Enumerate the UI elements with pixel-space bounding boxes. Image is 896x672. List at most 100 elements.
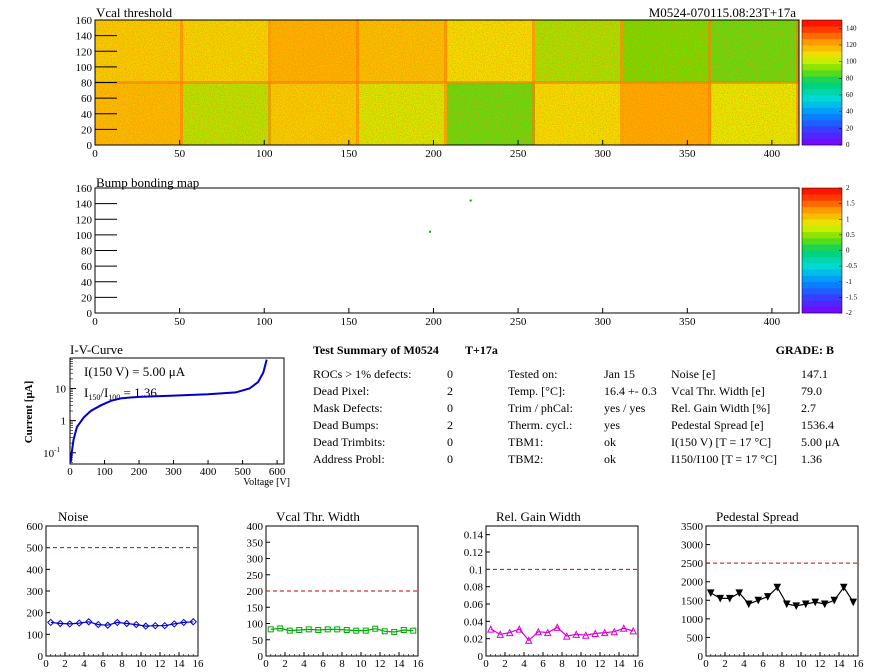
- scale-tick: 0: [846, 247, 850, 255]
- summary-chart-title: Vcal Thr. Width: [276, 509, 360, 524]
- vcal-y-tick: 140: [76, 31, 93, 43]
- summary-chart-x-tick: 16: [193, 658, 205, 670]
- bump-y-tick: 20: [81, 292, 93, 304]
- summary-chart-point: [94, 620, 102, 629]
- summary-chart-point: [142, 622, 150, 630]
- summary-mid-label: TBM1:: [508, 435, 543, 449]
- summary-chart-y-tick: 0.06: [464, 599, 484, 611]
- summary-chart-y-tick: 400: [247, 521, 264, 533]
- summary-chart-x-tick: 0: [43, 658, 49, 670]
- summary-chart-x-tick: 12: [595, 658, 606, 670]
- vcal-x-tick: 250: [510, 148, 527, 160]
- vcal-threshold-map: 0 50 100 150 200 250 300 350 400 0 20 40 60 80 100 120 1…: [76, 15, 800, 160]
- summary-mid-label: Trim / phCal:: [508, 401, 573, 415]
- summary-chart-y-tick: 2000: [681, 577, 704, 589]
- summary-chart-x-tick: 0: [263, 658, 269, 670]
- scale-tick: -1: [846, 278, 852, 286]
- summary-chart-x-tick: 2: [62, 658, 68, 670]
- summary-chart-point: [75, 619, 83, 627]
- summary-left-label: Address Probl:: [313, 452, 385, 466]
- vcal-y-tick: 100: [76, 62, 93, 74]
- vcal-threshold-title: Vcal threshold: [96, 5, 173, 20]
- summary-chart-point: [515, 625, 524, 633]
- summary-right-label: Noise [e]: [671, 367, 715, 381]
- scale-tick: 0: [846, 141, 850, 149]
- iv-x-tick: 500: [234, 466, 251, 478]
- bump-x-tick: 50: [174, 316, 186, 328]
- summary-chart-x-tick: 6: [320, 658, 326, 670]
- vcal-x-tick: 100: [256, 148, 273, 160]
- summary-chart-1: Noise 0 2 4 6 8 10 12 14 16 0 100 200 300 400 500 600: [27, 509, 205, 670]
- summary-chart-y-tick: 50: [252, 635, 264, 647]
- summary-chart-point: [505, 628, 514, 637]
- vcal-x-tick: 0: [92, 148, 98, 160]
- iv-ylabel: Current [μA]: [23, 381, 35, 444]
- summary-chart-point: [296, 627, 303, 633]
- summary-left-value: 0: [447, 401, 453, 415]
- summary-chart-y-tick: 1000: [681, 614, 704, 626]
- summary-chart-point: [725, 594, 734, 603]
- summary-chart-point: [85, 618, 93, 626]
- bump-y-tick: 100: [76, 230, 93, 242]
- summary-chart-x-tick: 16: [413, 658, 425, 670]
- summary-left-label: Dead Bumps:: [313, 418, 379, 432]
- summary-chart-y-tick: 0: [38, 651, 44, 663]
- summary-chart-point: [562, 631, 571, 640]
- summary-mid-value: ok: [604, 452, 616, 466]
- vcal-y-tick: 60: [81, 93, 93, 105]
- summary-chart-x-tick: 10: [796, 658, 808, 670]
- iv-xlabel: Voltage [V]: [243, 477, 290, 488]
- summary-chart-point: [486, 625, 495, 633]
- summary-chart-point: [113, 618, 121, 627]
- bump-x-tick: 300: [594, 316, 611, 328]
- bump-x-tick: 350: [679, 316, 696, 328]
- summary-chart-x-tick: 10: [136, 658, 148, 670]
- summary-chart-point: [735, 589, 744, 597]
- dead-bump-marker: [429, 230, 432, 233]
- summary-mid-value: ok: [604, 435, 616, 449]
- summary-chart-point: [343, 627, 350, 633]
- summary-right-label: I150/I100 [T = 17 °C]: [671, 452, 777, 466]
- summary-left-label: ROCs > 1% defects:: [313, 367, 411, 381]
- summary-chart-point: [66, 620, 74, 628]
- vcal-y-tick: 80: [81, 78, 93, 90]
- iv-y-tick: 10: [55, 384, 67, 396]
- summary-chart-x-tick: 4: [301, 658, 307, 670]
- summary-chart-y-tick: 100: [27, 629, 44, 641]
- vcal-x-tick: 150: [341, 148, 358, 160]
- summary-mid-value: yes: [604, 418, 620, 432]
- summary-chart-point: [161, 621, 169, 630]
- summary-chart-point: [277, 625, 284, 632]
- bump-x-tick: 400: [764, 316, 781, 328]
- vcal-x-tick: 300: [594, 148, 611, 160]
- summary-chart-x-tick: 14: [614, 658, 626, 670]
- iv-y-tick: 1: [61, 416, 67, 428]
- vcal-y-tick: 40: [81, 109, 93, 121]
- summary-chart-point: [811, 598, 820, 607]
- summary-chart-line: [270, 627, 414, 633]
- scale-tick: -1.5: [846, 293, 858, 301]
- summary-mid-label: Tested on:: [508, 367, 557, 381]
- summary-chart-x-tick: 2: [282, 658, 288, 670]
- summary-chart-y-tick: 100: [247, 619, 264, 631]
- summary-chart-point: [543, 628, 552, 637]
- summary-chart-x-tick: 8: [559, 658, 565, 670]
- bump-y-tick: 80: [81, 246, 93, 258]
- summary-chart-point: [315, 627, 322, 633]
- scale-tick: 40: [846, 108, 854, 116]
- summary-left-value: 0: [447, 367, 453, 381]
- vcal-y-tick: 20: [81, 124, 93, 136]
- scale-tick: 1: [846, 215, 850, 223]
- summary-chart-title: Rel. Gain Width: [496, 509, 581, 524]
- summary-mid-value: Jan 15: [604, 367, 635, 381]
- summary-chart-x-tick: 12: [375, 658, 386, 670]
- summary-chart-y-tick: 0.02: [464, 634, 483, 646]
- iv-y-tick: 10-1: [43, 446, 60, 460]
- summary-chart-line: [710, 586, 854, 607]
- summary-chart-line: [490, 626, 634, 642]
- summary-chart-y-tick: 150: [247, 602, 264, 614]
- summary-chart-point: [820, 600, 829, 609]
- summary-chart-y-tick: 0.12: [464, 547, 483, 559]
- summary-chart-point: [524, 636, 533, 644]
- summary-mid-value: 16.4 +- 0.3: [604, 384, 657, 398]
